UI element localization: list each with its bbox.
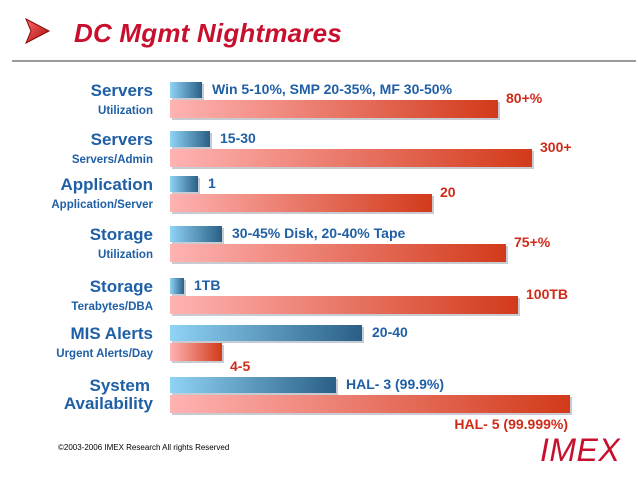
value-label-target: HAL- 5 (99.999%) xyxy=(454,416,568,432)
value-label-current: 1 xyxy=(208,175,216,191)
value-label-target: 75+% xyxy=(514,234,551,250)
bar-current-2 xyxy=(170,176,198,192)
bar-target-0 xyxy=(170,100,498,118)
value-label-target: 80+% xyxy=(506,90,543,106)
arrow-diamond-icon xyxy=(25,17,51,45)
row-sublabel: Application/Server xyxy=(51,199,153,211)
copyright-text: ©2003-2006 IMEX Research All rights Rese… xyxy=(58,443,230,452)
slide-title: DC Mgmt Nightmares xyxy=(74,18,342,48)
value-label-target: 4-5 xyxy=(230,358,250,374)
value-label-current: 15-30 xyxy=(220,130,256,146)
row-label: MIS Alerts xyxy=(70,324,153,343)
title-divider xyxy=(12,60,636,62)
row-label: Servers xyxy=(91,130,153,149)
bar-target-6 xyxy=(170,395,570,413)
bar-target-1 xyxy=(170,149,532,167)
row-label: Storage xyxy=(90,277,153,296)
row-label: Storage xyxy=(90,225,153,244)
row-sublabel: Utilization xyxy=(98,105,153,117)
row-sublabel: Servers/Admin xyxy=(72,154,153,166)
row-label: Servers xyxy=(91,81,153,100)
value-label-target: 20 xyxy=(440,184,456,200)
value-label-current: HAL- 3 (99.9%) xyxy=(346,376,444,392)
bar-target-5 xyxy=(170,343,222,361)
bar-target-3 xyxy=(170,244,506,262)
bar-current-0 xyxy=(170,82,202,98)
row-sublabel: Utilization xyxy=(98,249,153,261)
row-label: System xyxy=(90,376,150,395)
bar-target-2 xyxy=(170,194,432,212)
bar-current-1 xyxy=(170,131,210,147)
value-label-current: Win 5-10%, SMP 20-35%, MF 30-50% xyxy=(212,81,453,97)
row-sublabel: Urgent Alerts/Day xyxy=(56,348,153,360)
row-sublabel: Availability xyxy=(64,394,154,413)
bar-current-3 xyxy=(170,226,222,242)
bar-target-4 xyxy=(170,296,518,314)
row-sublabel: Terabytes/DBA xyxy=(71,301,153,313)
value-label-target: 300+ xyxy=(540,139,572,155)
value-label-current: 30-45% Disk, 20-40% Tape xyxy=(232,225,405,241)
row-label: Application xyxy=(60,175,153,194)
value-label-current: 1TB xyxy=(194,277,220,293)
value-label-target: 100TB xyxy=(526,286,568,302)
value-label-current: 20-40 xyxy=(372,324,408,340)
bar-current-5 xyxy=(170,325,362,341)
bar-current-4 xyxy=(170,278,184,294)
bar-current-6 xyxy=(170,377,336,393)
brand-logo: IMEX xyxy=(540,432,621,468)
